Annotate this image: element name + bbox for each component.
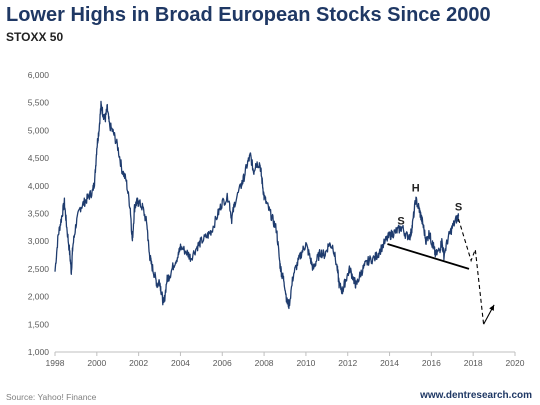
y-tick-label: 3,000 xyxy=(28,236,50,246)
source-note: Source: Yahoo! Finance xyxy=(6,392,97,402)
x-tick-label: 2020 xyxy=(506,358,525,368)
chart-subtitle: STOXX 50 xyxy=(6,30,64,44)
y-tick-label: 1,500 xyxy=(28,319,50,329)
y-tick-label: 3,500 xyxy=(28,209,50,219)
y-tick-label: 6,000 xyxy=(28,70,50,80)
x-tick-label: 2004 xyxy=(171,358,190,368)
website-link: www.dentresearch.com xyxy=(420,390,532,401)
x-axis: 1998 2000 2002 2004 2006 2008 2010 2012 2014 2016… xyxy=(46,351,525,368)
x-tick-label: 2010 xyxy=(296,358,315,368)
x-tick-label: 2006 xyxy=(213,358,232,368)
x-tick-label: 1998 xyxy=(46,358,65,368)
x-tick-label: 2014 xyxy=(380,358,399,368)
x-tick-label: 2018 xyxy=(464,358,483,368)
y-tick-label: 4,500 xyxy=(28,153,50,163)
annotations-group: S H S xyxy=(397,182,462,227)
pattern-label: H xyxy=(412,182,420,194)
x-tick-label: 2012 xyxy=(338,358,357,368)
x-tick-label: 2002 xyxy=(129,358,148,368)
chart-title: Lower Highs in Broad European Stocks Sin… xyxy=(6,4,491,26)
y-tick-label: 5,000 xyxy=(28,125,50,135)
x-tick-label: 2016 xyxy=(422,358,441,368)
pattern-label: S xyxy=(397,216,404,228)
y-axis: 1,000 1,500 2,000 2,500 3,000 3,500 4,000 4,500… xyxy=(28,70,50,357)
y-tick-label: 5,500 xyxy=(28,98,50,108)
y-tick-label: 1,000 xyxy=(28,347,50,357)
stoxx50-line xyxy=(54,100,460,310)
projection-dashed-line xyxy=(457,218,485,325)
series-group xyxy=(54,100,460,310)
x-tick-label: 2000 xyxy=(87,358,106,368)
neckline xyxy=(387,243,470,270)
y-tick-label: 4,000 xyxy=(28,181,50,191)
arrow-head xyxy=(489,304,495,311)
pattern-overlays xyxy=(387,218,495,325)
x-tick-label: 2008 xyxy=(255,358,274,368)
pattern-label: S xyxy=(455,202,462,214)
y-tick-label: 2,500 xyxy=(28,264,50,274)
y-tick-label: 2,000 xyxy=(28,292,50,302)
